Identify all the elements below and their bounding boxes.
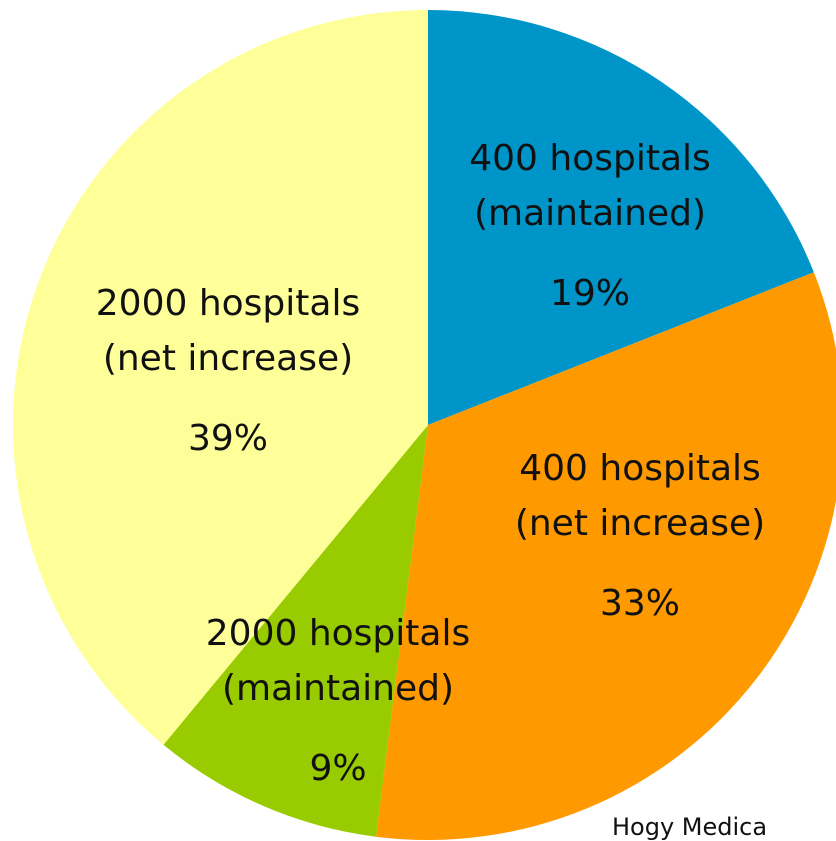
source-note: Hogy Medica xyxy=(612,813,767,841)
slice-label: 2000 hospitals xyxy=(206,613,470,654)
pie-slice xyxy=(428,10,814,425)
slice-label: (net increase) xyxy=(515,503,765,544)
slices xyxy=(13,10,836,840)
slice-label: 400 hospitals xyxy=(519,448,761,489)
value-label: 19% xyxy=(550,273,630,314)
slice-label: (net increase) xyxy=(103,338,353,379)
slice-label: (maintained) xyxy=(474,193,706,234)
value-label: 39% xyxy=(188,418,268,459)
pie-slice xyxy=(163,425,428,837)
value-label: 33% xyxy=(600,583,680,624)
value-label: 9% xyxy=(309,748,366,789)
pie-slice xyxy=(375,272,836,840)
slice-label: 2000 hospitals xyxy=(96,283,360,324)
slice-label: 400 hospitals xyxy=(469,138,711,179)
pie-slice xyxy=(13,10,429,745)
slice-label: (maintained) xyxy=(222,668,454,709)
